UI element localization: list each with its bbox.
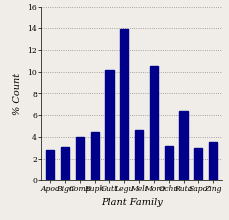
- X-axis label: Plant Family: Plant Family: [101, 198, 163, 207]
- Y-axis label: % Count: % Count: [13, 72, 22, 115]
- Bar: [90, 132, 99, 180]
- Bar: [61, 147, 69, 180]
- Bar: [120, 29, 128, 180]
- Bar: [150, 66, 158, 180]
- Bar: [46, 150, 54, 180]
- Bar: [194, 148, 202, 180]
- Bar: [135, 130, 143, 180]
- Bar: [209, 142, 217, 180]
- Bar: [165, 146, 173, 180]
- Bar: [76, 137, 84, 180]
- Bar: [105, 70, 114, 180]
- Bar: [180, 111, 188, 180]
